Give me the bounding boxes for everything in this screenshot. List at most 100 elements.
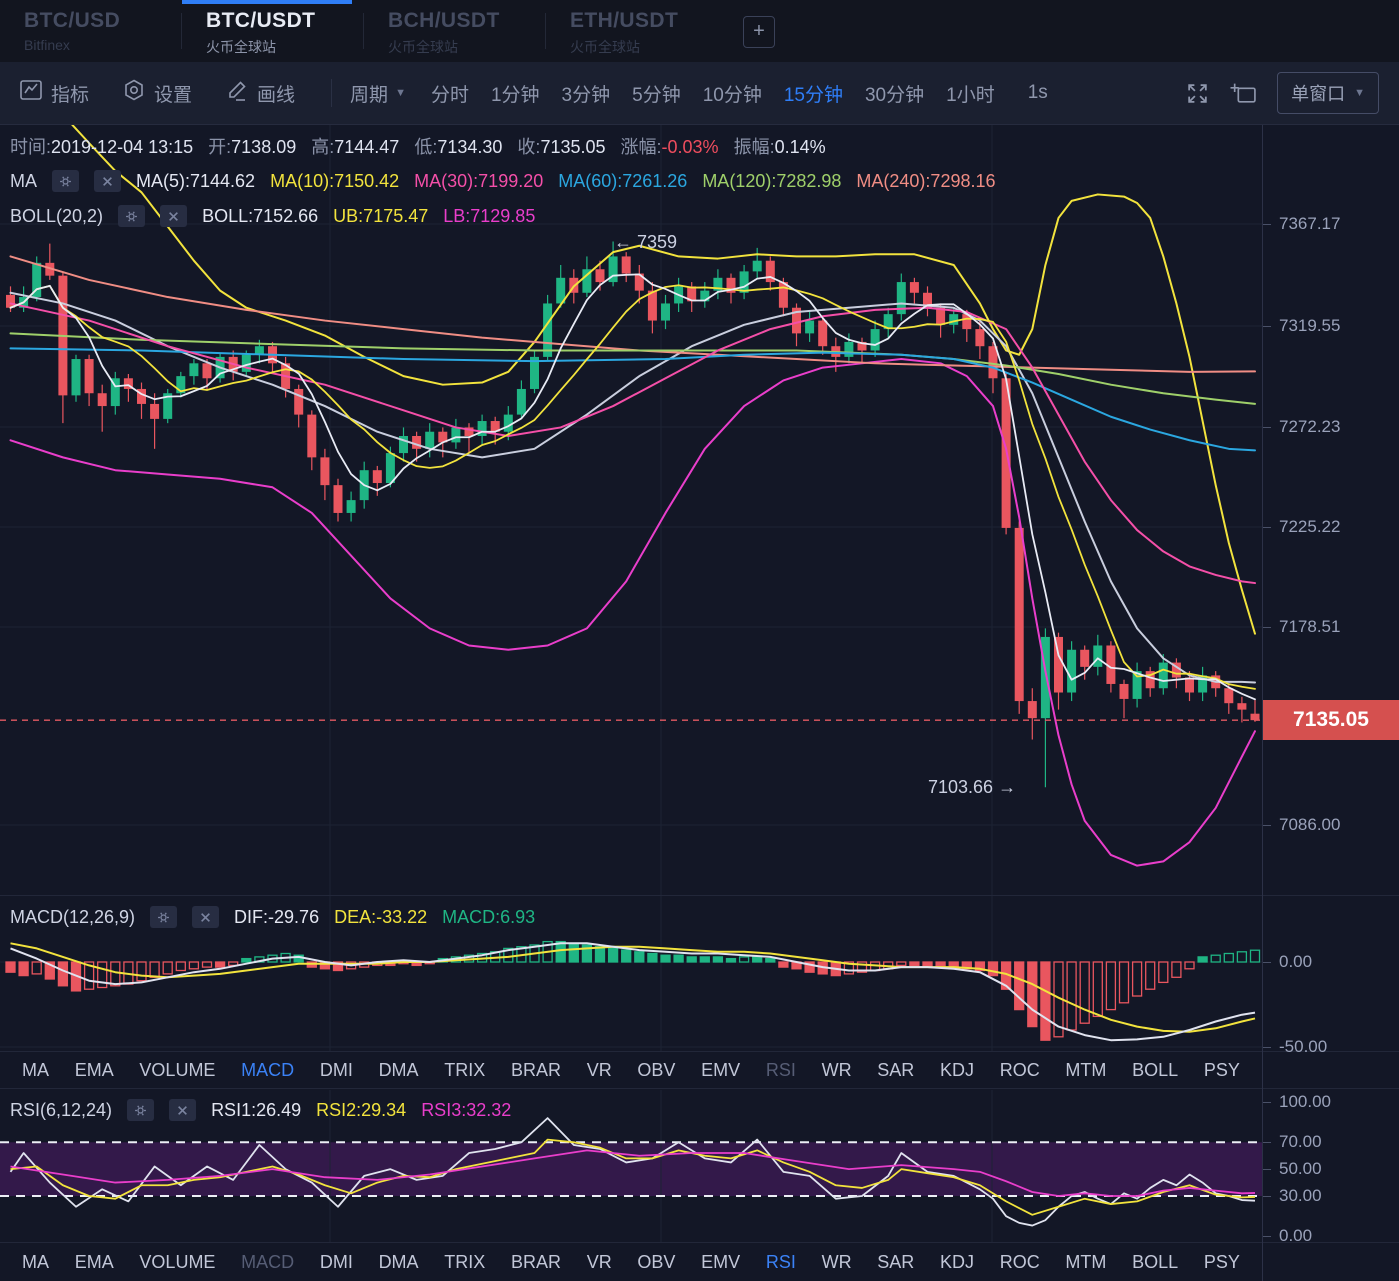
rsiRow-close-button[interactable] bbox=[169, 1099, 197, 1121]
indicator-tab-EMV[interactable]: EMV bbox=[701, 1059, 741, 1080]
overlay-line-BOLL-UB bbox=[71, 125, 1256, 635]
indicator-tab-VOLUME[interactable]: VOLUME bbox=[139, 1251, 216, 1272]
indicator-tab-EMV[interactable]: EMV bbox=[701, 1251, 741, 1272]
pane-divider bbox=[0, 1242, 1399, 1243]
macd-chart-canvas[interactable] bbox=[0, 896, 1262, 1052]
indicator-tab-MACD[interactable]: MACD bbox=[241, 1251, 295, 1272]
indicator-tab-DMI[interactable]: DMI bbox=[319, 1251, 353, 1272]
indicator-tab-ROC[interactable]: ROC bbox=[999, 1059, 1040, 1080]
indicator-tool-button[interactable]: 指标 bbox=[20, 80, 89, 107]
indicator-tab-BOLL[interactable]: BOLL bbox=[1132, 1059, 1179, 1080]
indicator-tab-OBV[interactable]: OBV bbox=[637, 1251, 676, 1272]
axis-tick-label: 7272.23 bbox=[1263, 417, 1399, 437]
period-5分钟[interactable]: 5分钟 bbox=[632, 84, 681, 106]
indicator-tab-DMI[interactable]: DMI bbox=[319, 1059, 353, 1080]
indicator-tab-VR[interactable]: VR bbox=[586, 1251, 612, 1272]
settings-tool-button[interactable]: 设置 bbox=[123, 79, 192, 107]
indicator-tab-MA[interactable]: MA bbox=[22, 1251, 49, 1272]
indicator-tab-BOLL[interactable]: BOLL bbox=[1132, 1251, 1179, 1272]
symbol-tab-BTC/USDT[interactable]: BTC/USDT 火币全球站 bbox=[182, 0, 363, 62]
symbol-tab-pair: ETH/USDT bbox=[570, 9, 679, 32]
indicator-tab-PSY[interactable]: PSY bbox=[1203, 1251, 1240, 1272]
indicator-tab-OBV[interactable]: OBV bbox=[637, 1059, 676, 1080]
period-10分钟[interactable]: 10分钟 bbox=[702, 84, 762, 106]
macd-indicator-row: MACD(12,26,9) DIF:-29.76 DEA:-33.22 MACD:6.… bbox=[10, 904, 535, 930]
indicator-tab-TRIX[interactable]: TRIX bbox=[444, 1059, 486, 1080]
maRow-value: MA(120):7282.98 bbox=[702, 170, 842, 191]
indicator-tab-KDJ[interactable]: KDJ bbox=[940, 1251, 975, 1272]
symbol-tab-BCH/USDT[interactable]: BCH/USDT 火币全球站 bbox=[364, 0, 545, 62]
indicator-tab-RSI[interactable]: RSI bbox=[765, 1059, 796, 1080]
macdRow-settings-button[interactable] bbox=[150, 906, 178, 928]
indicator-tab-EMA[interactable]: EMA bbox=[74, 1059, 114, 1080]
period-3分钟[interactable]: 3分钟 bbox=[561, 84, 611, 106]
axis-tick-label: 0.00 bbox=[1263, 952, 1399, 972]
period-1s[interactable]: 1s bbox=[1027, 82, 1048, 103]
overlay-line-MA10 bbox=[9, 284, 1256, 690]
axis-tick-label: 7367.17 bbox=[1263, 214, 1399, 234]
indicator-tab-SAR[interactable]: SAR bbox=[877, 1251, 915, 1272]
indicator-tab-MACD[interactable]: MACD bbox=[241, 1059, 295, 1080]
symbol-tab-pair: BCH/USDT bbox=[388, 9, 500, 32]
indicator-tab-WR[interactable]: WR bbox=[821, 1059, 852, 1080]
rsiRow-settings-button[interactable] bbox=[127, 1099, 155, 1121]
info-item: 时间:2019-12-04 13:15 bbox=[10, 137, 194, 157]
window-layout-button[interactable]: 单窗口 ▼ bbox=[1277, 72, 1379, 114]
maRow-close-button[interactable] bbox=[94, 170, 121, 192]
indicator-tab-DMA[interactable]: DMA bbox=[378, 1059, 419, 1080]
indicator-tab-VOLUME[interactable]: VOLUME bbox=[139, 1059, 216, 1080]
period-分时[interactable]: 分时 bbox=[430, 84, 469, 106]
indicator-tab-KDJ[interactable]: KDJ bbox=[940, 1059, 975, 1080]
axis-tick-label: 0.00 bbox=[1263, 1226, 1399, 1246]
fullscreen-icon[interactable] bbox=[1185, 81, 1210, 106]
indicator-tab-WR[interactable]: WR bbox=[821, 1251, 852, 1272]
add-symbol-tab-button[interactable]: + bbox=[743, 16, 775, 48]
indicator-tab-TRIX[interactable]: TRIX bbox=[444, 1251, 486, 1272]
gear-icon bbox=[135, 1104, 146, 1116]
bollRow-value: BOLL:7152.66 bbox=[202, 205, 319, 226]
period-30分钟[interactable]: 30分钟 bbox=[864, 84, 925, 106]
indicator-tab-MTM[interactable]: MTM bbox=[1065, 1251, 1107, 1272]
macdRow-value: DEA:-33.22 bbox=[334, 906, 428, 927]
maRow-value: MA(5):7144.62 bbox=[136, 170, 256, 191]
bollRow-close-button[interactable] bbox=[160, 205, 188, 227]
indicator-tab-DMA[interactable]: DMA bbox=[378, 1251, 419, 1272]
macdRow-close-button[interactable] bbox=[192, 906, 220, 928]
bollRow-settings-button[interactable] bbox=[118, 205, 146, 227]
high-annotation: ← 7359 bbox=[614, 232, 678, 252]
symbol-tab-ETH/USDT[interactable]: ETH/USDT 火币全球站 bbox=[546, 0, 727, 62]
indicator-tab-ROC[interactable]: ROC bbox=[999, 1251, 1040, 1272]
rsi-chart-canvas[interactable] bbox=[0, 1090, 1262, 1243]
period-1分钟[interactable]: 1分钟 bbox=[490, 84, 540, 106]
period-dropdown[interactable]: 周期 ▼ bbox=[350, 80, 406, 107]
symbol-tab-exchange: 火币全球站 bbox=[388, 39, 458, 55]
pane-divider bbox=[0, 1088, 1399, 1089]
bollRow-value: LB:7129.85 bbox=[443, 205, 536, 226]
low-annotation: 7103.66 → bbox=[928, 777, 1017, 797]
indicator-tab-EMA[interactable]: EMA bbox=[74, 1251, 114, 1272]
symbol-tab-BTC/USD[interactable]: BTC/USD Bitfinex bbox=[0, 0, 181, 62]
price-chart-canvas[interactable] bbox=[0, 125, 1262, 895]
indicator-tab-MTM[interactable]: MTM bbox=[1065, 1059, 1107, 1080]
indicator-tab-MA[interactable]: MA bbox=[22, 1059, 49, 1080]
chevron-down-icon: ▼ bbox=[1354, 87, 1365, 99]
period-1小时[interactable]: 1小时 bbox=[946, 84, 995, 106]
indicator-tab-SAR[interactable]: SAR bbox=[877, 1059, 915, 1080]
indicator-tab-BRAR[interactable]: BRAR bbox=[510, 1059, 561, 1080]
indicator-tab-RSI[interactable]: RSI bbox=[765, 1251, 796, 1272]
axis-tick-label: 7225.22 bbox=[1263, 517, 1399, 537]
axis-tick-label: 100.00 bbox=[1263, 1092, 1399, 1112]
symbol-tab-exchange: 火币全球站 bbox=[206, 39, 276, 55]
chevron-down-icon: ▼ bbox=[395, 87, 406, 99]
indicator-tab-PSY[interactable]: PSY bbox=[1203, 1059, 1240, 1080]
indicator-tab-VR[interactable]: VR bbox=[586, 1059, 612, 1080]
maRow-settings-button[interactable] bbox=[52, 170, 79, 192]
indicator-tab-BRAR[interactable]: BRAR bbox=[510, 1251, 561, 1272]
period-15分钟[interactable]: 15分钟 bbox=[783, 84, 843, 106]
pane-divider bbox=[0, 1051, 1399, 1052]
add-window-icon[interactable] bbox=[1230, 82, 1257, 105]
axis-tick-label: 7319.55 bbox=[1263, 316, 1399, 336]
draw-tool-button[interactable]: 画线 bbox=[226, 79, 295, 107]
period-dropdown-label: 周期 bbox=[350, 84, 389, 106]
symbol-tab-exchange: Bitfinex bbox=[24, 37, 70, 53]
